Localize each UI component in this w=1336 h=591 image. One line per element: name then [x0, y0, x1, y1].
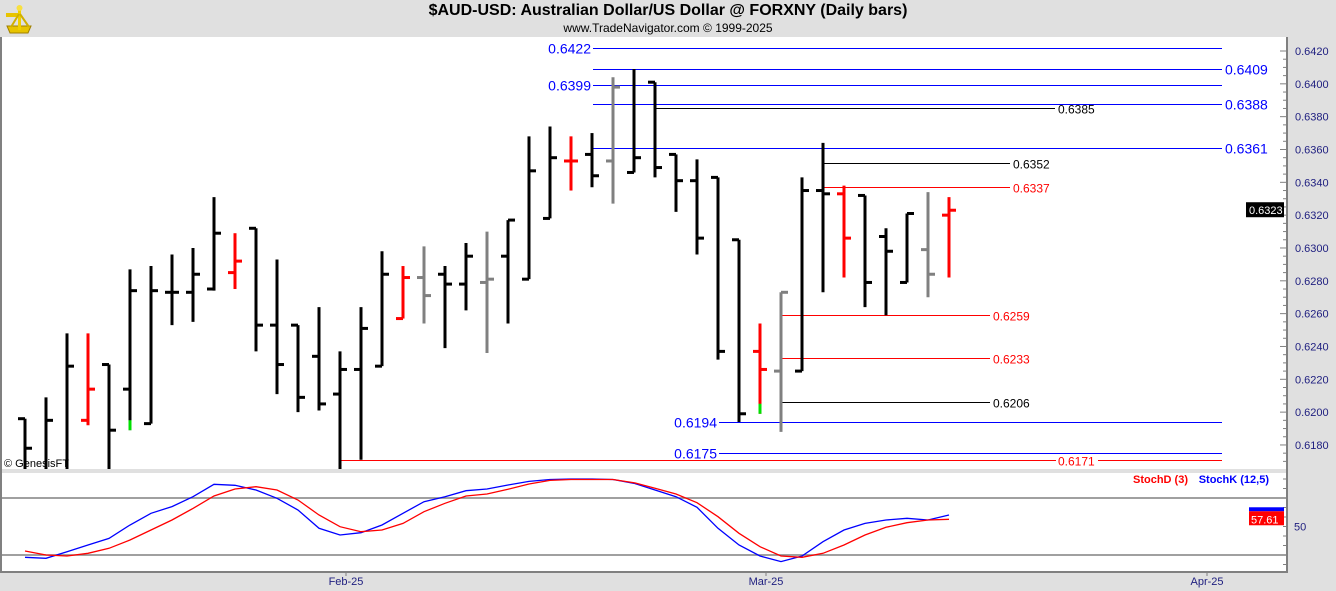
ohlc-bar	[123, 269, 137, 431]
x-tick-label: Mar-25	[749, 576, 784, 588]
chart-header: $AUD-USD: Australian Dollar/US Dollar @ …	[0, 0, 1336, 37]
level-label: 0.6171	[1058, 455, 1095, 469]
ohlc-bar	[585, 133, 599, 188]
ohlc-bar	[879, 228, 893, 316]
price-axis[interactable]: 0.6420 0.6400 0.6380 0.6360 0.6340 0.6320 0.63…	[1246, 46, 1329, 462]
stochk-last-marker	[1249, 507, 1284, 512]
level-label: 0.6409	[1225, 62, 1268, 78]
chart-title: $AUD-USD: Australian Dollar/US Dollar @ …	[428, 2, 908, 19]
stochastic-panel: 50 57.61	[0, 478, 1306, 565]
level-label: 0.6206	[993, 397, 1030, 411]
ohlc-bar	[648, 80, 662, 178]
ohlc-bar	[564, 136, 578, 191]
ohlc-bar	[858, 193, 872, 308]
legend-stochd: StochD (3)	[1133, 474, 1188, 486]
stochd-last-label: 57.61	[1251, 514, 1279, 526]
chart-subtitle: www.TradeNavigator.com © 1999-2025	[563, 21, 773, 35]
level-label: 0.6259	[993, 310, 1030, 324]
ohlc-bar	[102, 363, 116, 469]
level-label: 0.6337	[1013, 182, 1050, 196]
y-tick-label: 0.6220	[1295, 374, 1329, 386]
ohlc-bar	[207, 197, 221, 291]
y-tick-label: 0.6380	[1295, 112, 1329, 124]
ohlc-bars	[18, 69, 956, 469]
level-label: 0.6352	[1013, 158, 1050, 172]
ohlc-bar	[522, 136, 536, 281]
ohlc-bar	[921, 192, 935, 298]
stoch-tick-label: 50	[1294, 522, 1306, 534]
x-tick-label: Feb-25	[329, 576, 364, 588]
ohlc-bar	[900, 212, 914, 284]
ohlc-bar	[354, 307, 368, 460]
ohlc-bar	[228, 233, 242, 290]
ohlc-bar	[459, 243, 473, 311]
sextant-logo-icon	[6, 5, 32, 34]
stoch-plot-area	[0, 473, 1287, 572]
level-label-bg	[1056, 454, 1098, 468]
ohlc-bar	[291, 323, 305, 413]
ohlc-bar	[753, 323, 767, 414]
ohlc-bar	[375, 251, 389, 368]
ohlc-bar	[249, 226, 263, 352]
ohlc-bar	[837, 185, 851, 278]
ohlc-bar	[690, 159, 704, 255]
y-tick-label: 0.6180	[1295, 440, 1329, 452]
ohlc-bar	[417, 246, 431, 324]
x-tick-label: Apr-25	[1190, 576, 1223, 588]
ohlc-bar	[186, 247, 200, 322]
level-label: 0.6388	[1225, 97, 1268, 113]
ohlc-bar	[795, 177, 809, 373]
stochk-line	[24, 478, 950, 563]
y-tick-label: 0.6280	[1295, 276, 1329, 288]
y-tick-label: 0.6300	[1295, 243, 1329, 255]
level-label: 0.6175	[674, 446, 717, 462]
y-tick-label: 0.6240	[1295, 341, 1329, 353]
last-price-label: 0.6323	[1249, 205, 1283, 217]
ohlc-bar	[480, 231, 494, 354]
price-levels: 0.6422 0.6409 0.6399 0.6388 0.6385 0.6361 0.63…	[341, 41, 1268, 469]
ohlc-bar	[711, 175, 725, 360]
y-tick-label: 0.6200	[1295, 407, 1329, 419]
ohlc-bar	[774, 290, 788, 432]
y-tick-label: 0.6360	[1295, 144, 1329, 156]
stochd-last-box	[1249, 511, 1284, 526]
level-label: 0.6194	[674, 415, 717, 431]
ohlc-bar	[270, 259, 284, 395]
ohlc-bar	[144, 266, 158, 426]
ohlc-bar	[81, 333, 95, 426]
ohlc-bar	[165, 254, 179, 326]
ohlc-bar	[65, 333, 74, 469]
level-label: 0.6399	[548, 78, 591, 94]
level-label: 0.6422	[548, 41, 591, 57]
ohlc-bar	[333, 351, 347, 469]
ohlc-bar	[942, 197, 956, 278]
ohlc-bar	[44, 397, 53, 469]
date-axis: Feb-25 Mar-25 Apr-25	[329, 572, 1224, 588]
y-tick-label: 0.6340	[1295, 177, 1329, 189]
y-tick-label: 0.6320	[1295, 210, 1329, 222]
y-tick-label: 0.6400	[1295, 79, 1329, 91]
level-label: 0.6233	[993, 353, 1030, 367]
y-tick-label: 0.6420	[1295, 46, 1329, 58]
ohlc-bar	[543, 126, 557, 220]
ohlc-bar	[627, 69, 641, 174]
ohlc-bar	[816, 142, 830, 293]
genesis-watermark: © GenesisFT	[4, 458, 69, 470]
ohlc-bar	[606, 77, 620, 204]
level-label: 0.6385	[1058, 103, 1095, 117]
ohlc-bar	[312, 307, 326, 411]
ohlc-bar	[669, 152, 683, 212]
legend-stochk: StochK (12,5)	[1199, 474, 1270, 486]
stochd-line	[24, 478, 950, 558]
level-label: 0.6361	[1225, 141, 1268, 157]
last-price-box	[1246, 202, 1284, 218]
ohlc-bar	[18, 417, 32, 469]
ohlc-bar	[438, 266, 452, 349]
ohlc-bar	[396, 266, 410, 321]
ohlc-bar	[732, 238, 746, 422]
y-tick-label: 0.6260	[1295, 309, 1329, 321]
ohlc-bar	[501, 218, 515, 324]
